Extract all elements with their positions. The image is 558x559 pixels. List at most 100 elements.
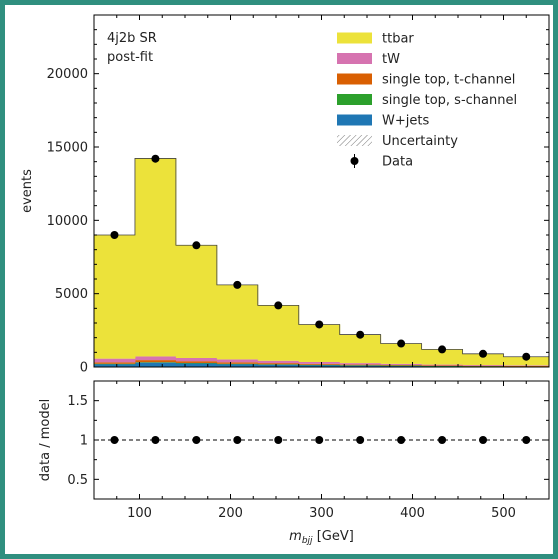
x-tick-label: 300 xyxy=(309,506,334,521)
bar-single-top-t-channel xyxy=(380,365,423,366)
data-point xyxy=(110,231,119,239)
bar-tw xyxy=(257,360,300,364)
bar-single-top-t-channel xyxy=(257,363,300,365)
bar-ttbar xyxy=(462,353,504,365)
bar-single-top-s-channel xyxy=(257,364,300,365)
bar-single-top-t-channel xyxy=(298,363,341,365)
bar-ttbar xyxy=(94,235,136,359)
data-point xyxy=(151,154,160,163)
bar-w-jets xyxy=(94,364,136,367)
data-point xyxy=(438,345,447,354)
y-tick-label: 5000 xyxy=(55,287,88,302)
bar-single-top-s-channel xyxy=(462,366,504,367)
data-point xyxy=(192,241,201,250)
legend-label: Uncertainty xyxy=(382,134,458,149)
bar-single-top-t-channel xyxy=(216,362,259,364)
bar-single-top-s-channel xyxy=(298,364,341,366)
bar-tw xyxy=(380,363,423,366)
data-point xyxy=(356,330,365,339)
bar-w-jets xyxy=(216,364,259,367)
data-point xyxy=(274,301,283,310)
figure: 0 5000 10000 15000 20000 events 4j2b SR post-fi… xyxy=(20,14,550,546)
legend-swatch xyxy=(337,32,372,44)
bar-tw xyxy=(462,364,504,366)
bar-tw xyxy=(134,356,177,361)
y-tick-label: 0 xyxy=(80,361,88,376)
data-point xyxy=(522,352,531,361)
y-tick-label: 20000 xyxy=(47,67,88,82)
bar-single-top-t-channel xyxy=(421,365,464,366)
bar-single-top-t-channel xyxy=(94,362,136,364)
legend-swatch xyxy=(337,73,372,85)
y-axis-label: events xyxy=(20,169,35,213)
y-tick-label: 10000 xyxy=(47,214,88,229)
x-tick-label: 500 xyxy=(491,506,516,521)
ratio-y-tick-label: 1 xyxy=(80,434,88,449)
bar-single-top-t-channel xyxy=(134,360,177,363)
region-annotation: post-fit xyxy=(107,50,153,65)
legend-swatch-hatch xyxy=(337,135,372,146)
ratio-point xyxy=(438,436,447,444)
bar-ttbar xyxy=(298,324,341,362)
ratio-point xyxy=(479,436,488,444)
bar-single-top-t-channel xyxy=(175,361,218,363)
bar-w-jets xyxy=(175,363,218,367)
bar-ttbar xyxy=(380,343,423,364)
bar-ttbar xyxy=(216,284,259,360)
region-annotation: 4j2b SR xyxy=(107,31,157,46)
bar-ttbar xyxy=(339,334,382,364)
data-point xyxy=(479,349,488,358)
bar-tw xyxy=(298,361,341,364)
bar-single-top-s-channel xyxy=(339,365,382,366)
bar-w-jets xyxy=(257,364,300,367)
x-axis-label: mbjj [GeV] xyxy=(289,529,354,546)
legend-swatch xyxy=(337,94,372,105)
ratio-point xyxy=(233,436,242,444)
x-tick-label: 200 xyxy=(218,506,243,521)
legend-label: single top, t-channel xyxy=(382,73,515,88)
bar-single-top-t-channel xyxy=(462,365,504,367)
legend-label: W+jets xyxy=(382,114,429,129)
y-tick-label: 15000 xyxy=(47,141,88,156)
ratio-point xyxy=(522,436,531,444)
bar-single-top-s-channel xyxy=(216,363,259,365)
ratio-panel: 0.5 1 1.5 data / model xyxy=(38,380,550,500)
bar-w-jets xyxy=(421,365,464,367)
bar-single-top-s-channel xyxy=(421,365,464,367)
legend-marker xyxy=(350,157,359,165)
bar-tw xyxy=(94,358,136,363)
legend-swatch xyxy=(337,114,372,126)
ratio-point xyxy=(192,436,201,444)
data-point xyxy=(315,320,324,329)
legend-swatch xyxy=(337,53,372,64)
bar-single-top-s-channel xyxy=(175,362,218,364)
legend-label: ttbar xyxy=(382,32,414,47)
ratio-point xyxy=(397,436,406,444)
x-axis: 100 200 300 400 500 mbjj [GeV] xyxy=(93,15,550,546)
bar-w-jets xyxy=(134,362,177,367)
legend-label: Data xyxy=(382,155,413,170)
x-tick-label: 400 xyxy=(400,506,425,521)
ratio-point xyxy=(356,436,365,444)
bar-w-jets xyxy=(339,365,382,367)
data-point xyxy=(233,280,242,289)
bar-w-jets xyxy=(298,364,341,367)
bar-ttbar xyxy=(257,305,300,361)
bar-tw xyxy=(421,364,464,366)
ratio-y-axis-label: data / model xyxy=(38,399,53,481)
data-point xyxy=(397,339,406,348)
figure-frame: 0 5000 10000 15000 20000 events 4j2b SR post-fi… xyxy=(5,5,553,554)
bar-ttbar xyxy=(175,245,218,358)
ratio-y-tick-label: 0.5 xyxy=(67,473,88,488)
bar-tw xyxy=(175,357,218,362)
bar-tw xyxy=(216,359,259,363)
bar-ttbar xyxy=(421,349,464,365)
ratio-y-tick-label: 1.5 xyxy=(67,394,88,409)
bar-single-top-s-channel xyxy=(380,365,423,367)
x-tick-label: 100 xyxy=(127,506,152,521)
main-panel: 0 5000 10000 15000 20000 events 4j2b SR post-fi… xyxy=(20,14,550,376)
ratio-point xyxy=(315,436,324,444)
bar-single-top-t-channel xyxy=(339,364,382,366)
bar-ttbar xyxy=(134,158,177,357)
ratio-point xyxy=(274,436,283,444)
